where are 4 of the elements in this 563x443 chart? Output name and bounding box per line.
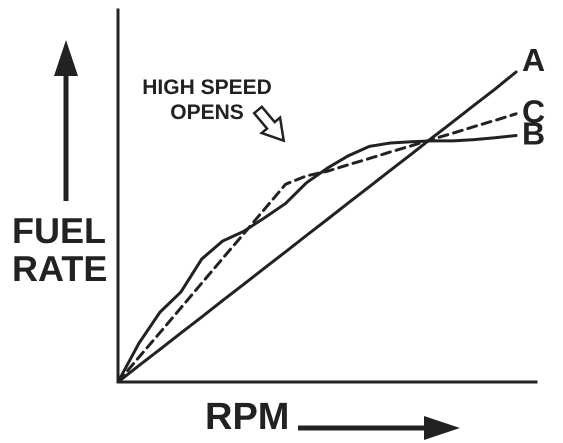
x-axis-title: RPM	[205, 396, 290, 438]
series-label: A	[522, 42, 546, 78]
y-axis-title: FUEL RATE	[12, 210, 108, 289]
annotation: HIGH SPEED OPENS	[142, 76, 272, 124]
